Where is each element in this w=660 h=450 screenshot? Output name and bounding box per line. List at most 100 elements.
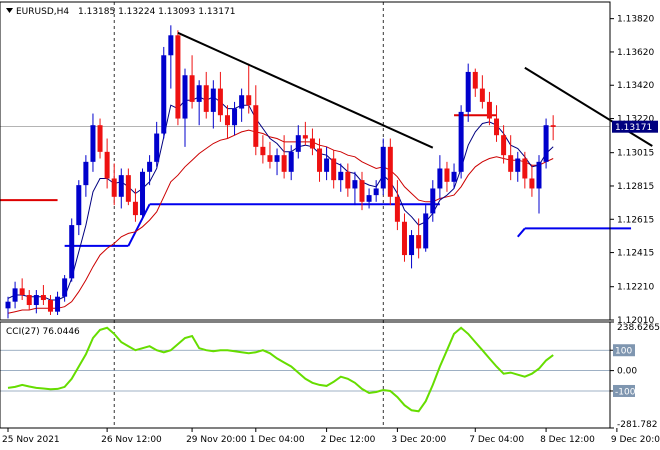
candle-body xyxy=(508,155,514,172)
candle xyxy=(302,121,308,146)
candle-body xyxy=(140,171,146,216)
candle-body xyxy=(168,35,174,56)
candle xyxy=(182,68,188,147)
candle xyxy=(494,105,500,142)
candle xyxy=(47,295,53,316)
time-tick-label: 1 Dec 04:00 xyxy=(250,435,305,445)
candle xyxy=(451,163,457,189)
price-tick-label: 1.12415 xyxy=(617,249,654,259)
candle-body xyxy=(522,158,528,179)
candle xyxy=(522,151,528,189)
candle-body xyxy=(217,88,223,116)
price-tick-label: 1.13620 xyxy=(617,48,654,58)
candle xyxy=(161,46,167,139)
candle xyxy=(366,188,372,209)
price-tick-label: 1.13420 xyxy=(617,81,654,91)
chevron-down-icon[interactable] xyxy=(6,8,13,13)
candle xyxy=(239,88,245,122)
time-tick-label: 9 Dec 20:00 xyxy=(611,435,660,445)
candle-body xyxy=(232,108,238,126)
candle xyxy=(203,71,209,119)
candle-body xyxy=(260,146,266,156)
candle-body xyxy=(345,171,351,189)
candle xyxy=(217,71,223,122)
candle-body xyxy=(111,178,117,197)
candle-body xyxy=(295,135,301,152)
candle xyxy=(69,218,75,282)
candle xyxy=(288,145,294,181)
candle xyxy=(210,80,216,129)
candle xyxy=(423,205,429,252)
candle-body xyxy=(267,155,273,162)
candle-body xyxy=(359,180,365,202)
trendline xyxy=(177,31,434,149)
candle xyxy=(529,165,535,197)
trendline xyxy=(524,66,653,147)
candle-body xyxy=(331,158,337,181)
candle xyxy=(246,63,252,114)
candle xyxy=(444,161,450,192)
candle xyxy=(267,141,273,169)
candle-body xyxy=(161,55,167,134)
cci-tick-label: -100 xyxy=(615,387,636,397)
candle-body xyxy=(224,115,230,126)
price-tick-label: 1.13015 xyxy=(617,149,654,159)
candle-body xyxy=(550,125,556,127)
candle-body xyxy=(97,125,103,152)
candle-body xyxy=(118,175,124,197)
candle xyxy=(401,213,407,262)
candle xyxy=(508,135,514,181)
cci-label: CCI(27) 76.0446 xyxy=(6,327,80,337)
price-panel-border xyxy=(0,1,611,321)
candle xyxy=(380,138,386,196)
dashed-separators xyxy=(113,2,384,428)
candle-body xyxy=(394,196,400,222)
candle xyxy=(55,291,61,316)
cci-level-box xyxy=(613,344,635,357)
time-tick-label: 7 Dec 04:00 xyxy=(469,435,524,445)
candle-body xyxy=(175,35,181,119)
candle xyxy=(465,63,471,122)
candle-body xyxy=(40,295,46,301)
candle xyxy=(232,101,238,136)
candle-body xyxy=(104,151,110,179)
candlesticks[interactable] xyxy=(5,25,556,319)
candle-body xyxy=(366,195,372,202)
candle-body xyxy=(62,278,68,297)
candle xyxy=(373,180,379,202)
candle-body xyxy=(210,88,216,112)
ema-slow-line xyxy=(7,129,554,314)
candle xyxy=(76,180,82,236)
time-tick-label: 25 Nov 2021 xyxy=(2,435,60,445)
chart-header: EURUSD,H4 1.13185 1.13224 1.13093 1.1317… xyxy=(6,7,235,17)
cci-tick-label: 0.00 xyxy=(617,367,637,377)
candle-body xyxy=(154,133,160,162)
candle-body xyxy=(458,111,464,172)
candle-body xyxy=(416,235,422,249)
candle-body xyxy=(182,75,188,119)
candle-body xyxy=(451,171,457,182)
candle xyxy=(352,171,358,206)
candle xyxy=(479,75,485,109)
candle-body xyxy=(437,168,443,189)
candle-body xyxy=(543,125,549,162)
symbol-label: EURUSD,H4 xyxy=(16,7,69,17)
cci-panel xyxy=(0,326,610,413)
candle xyxy=(189,55,195,109)
candle-body xyxy=(5,301,11,309)
candle xyxy=(196,80,202,126)
candle xyxy=(281,135,287,179)
price-tick-label: 1.13220 xyxy=(617,115,654,125)
candle-body xyxy=(196,85,202,102)
candle xyxy=(338,163,344,192)
candle-body xyxy=(47,300,53,312)
candle-body xyxy=(529,178,535,189)
candle-body xyxy=(239,95,245,109)
candle xyxy=(331,150,337,189)
candle-body xyxy=(352,180,358,189)
candle xyxy=(359,171,365,211)
cci-tick-label: -281.782 xyxy=(617,420,657,430)
candle-body xyxy=(401,221,407,256)
